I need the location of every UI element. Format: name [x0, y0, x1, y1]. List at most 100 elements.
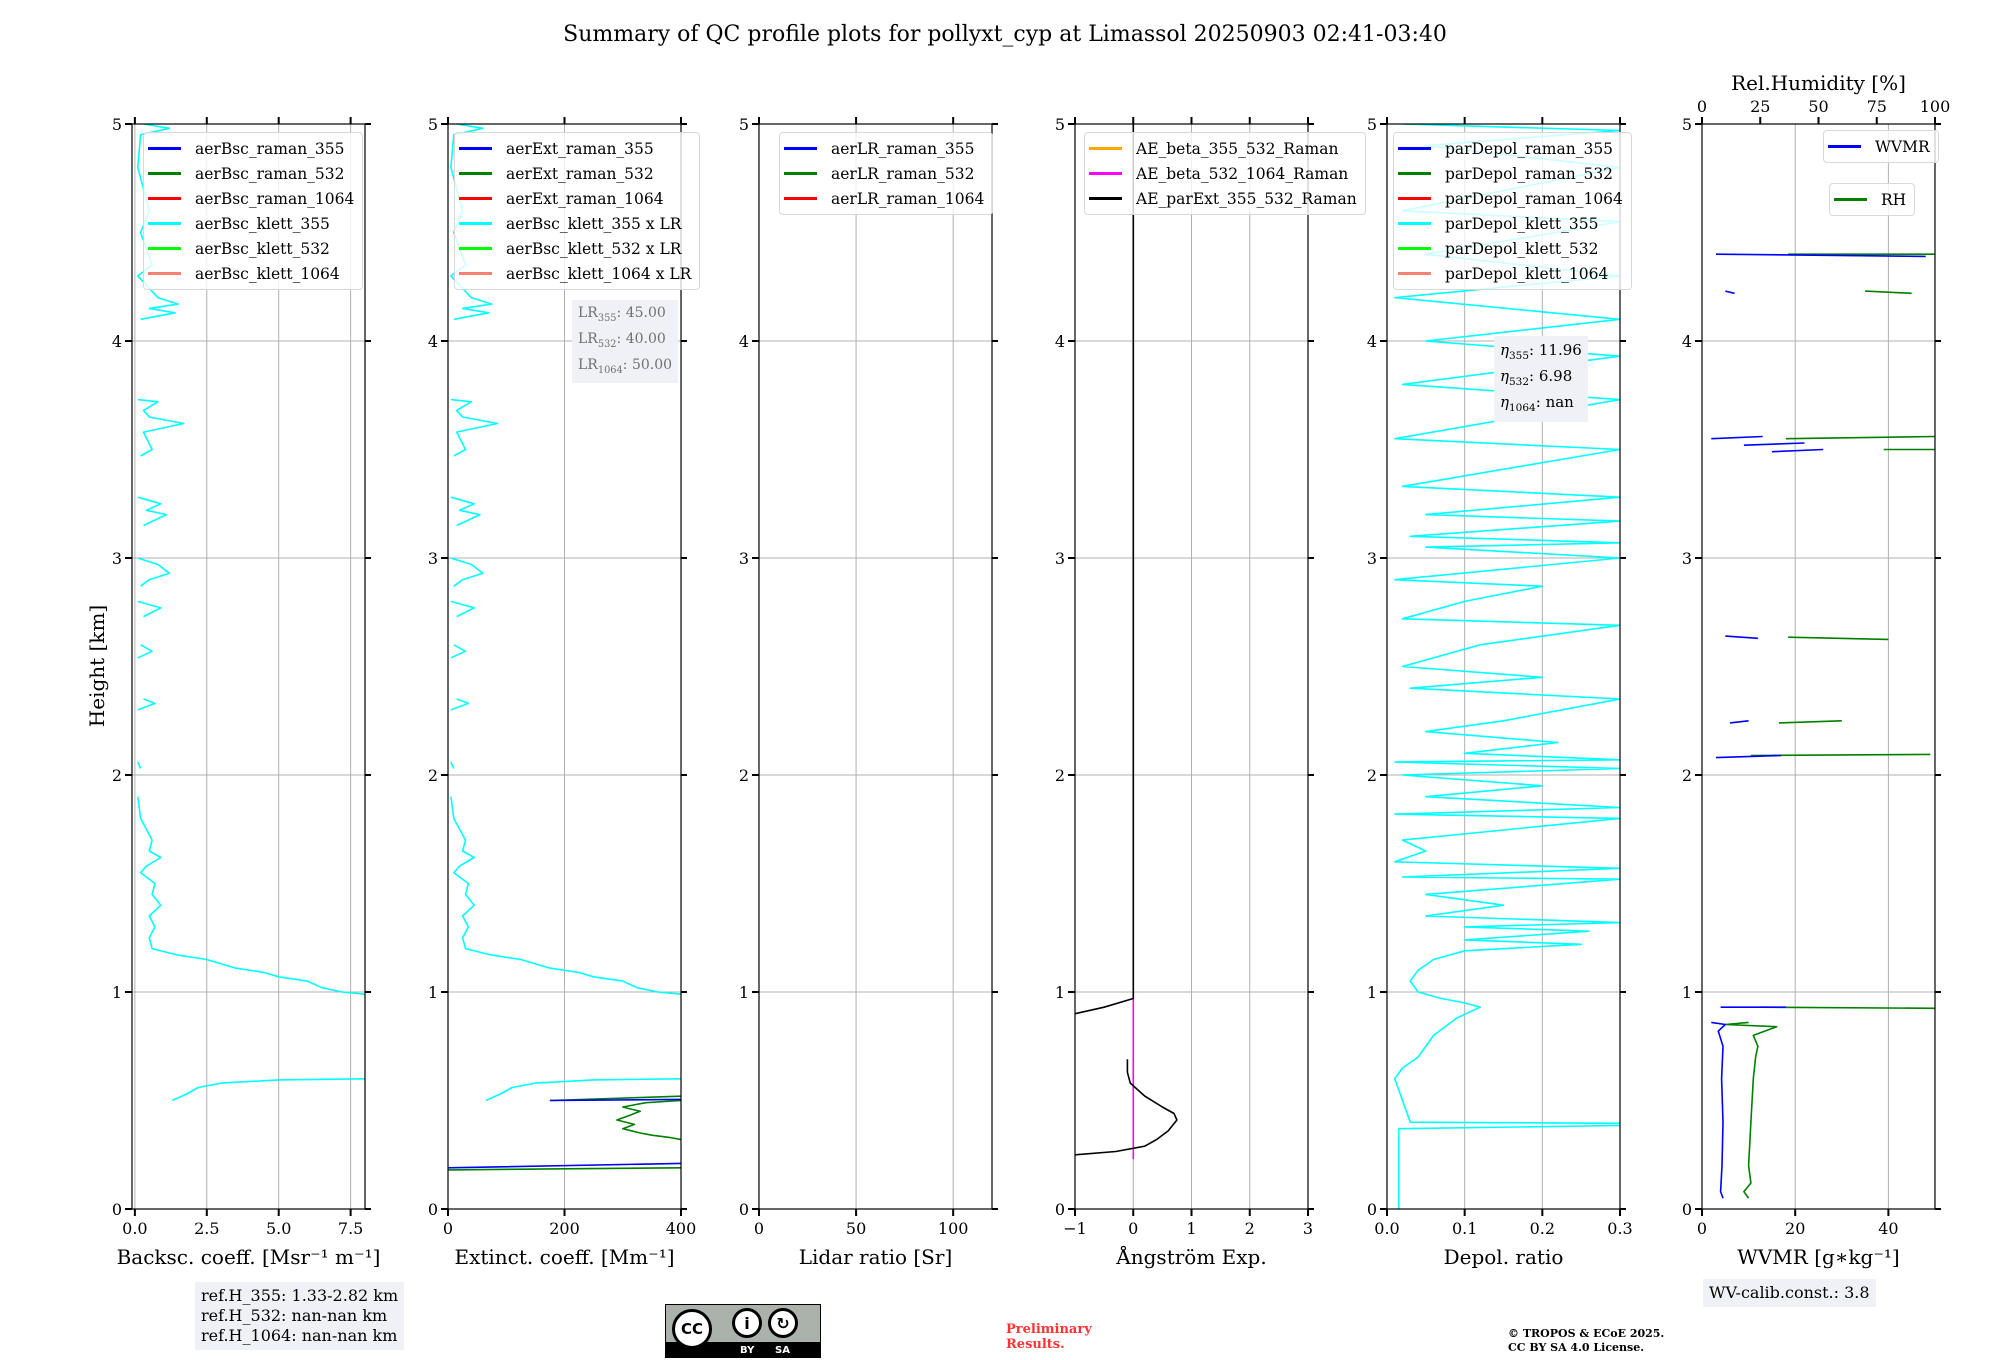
series-aerExt_raman_355 — [448, 1098, 681, 1169]
x-tick-label: 0 — [1697, 1219, 1707, 1238]
legend-label: parDepol_raman_1064 — [1445, 189, 1623, 208]
ref-height-1064: ref.H_1064: nan-nan km — [201, 1326, 398, 1345]
x-axis-label: Depol. ratio — [1444, 1245, 1564, 1269]
x-tick-label: 50 — [846, 1219, 866, 1238]
x-tick-label: 2 — [1245, 1219, 1255, 1238]
y-tick-label: 4 — [1367, 332, 1377, 351]
legend-entry: RH — [1834, 187, 1906, 212]
legend-line-swatch — [1089, 197, 1122, 200]
y-tick-label: 3 — [428, 549, 438, 568]
legend-entry: AE_parExt_355_532_Raman — [1089, 186, 1357, 211]
legend-entry: aerBsc_raman_1064 — [148, 186, 354, 211]
legend-label: parDepol_klett_1064 — [1445, 264, 1609, 283]
x-axis-label: Backsc. coeff. [Msr⁻¹ m⁻¹] — [117, 1245, 381, 1269]
y-tick-label: 1 — [739, 983, 749, 1002]
x-tick-label: −1 — [1063, 1219, 1087, 1238]
legend-entry: aerBsc_klett_355 x LR — [459, 211, 691, 236]
legend-panel-1: aerBsc_raman_355 aerBsc_raman_532 aerBsc_r… — [143, 132, 364, 290]
y-tick-label: 5 — [112, 115, 122, 134]
legend-entry: aerExt_raman_355 — [459, 136, 691, 161]
legend-label: aerBsc_raman_355 — [195, 139, 345, 158]
legend-label: aerBsc_raman_532 — [195, 164, 345, 183]
copyright-note: © TROPOS & ECoE 2025. CC BY SA 4.0 Licens… — [1508, 1327, 1665, 1354]
legend-line-swatch — [148, 247, 181, 250]
legend-line-swatch — [148, 222, 181, 225]
legend-label: AE_beta_355_532_Raman — [1136, 139, 1339, 158]
y-tick-label: 4 — [739, 332, 749, 351]
lidar-ratio-1064: LR1064: 50.00 — [578, 356, 673, 376]
legend-line-swatch — [1089, 172, 1122, 175]
series-AE_parExt_355_532_Raman — [1075, 124, 1178, 1156]
top-x-tick-label: 50 — [1808, 97, 1828, 116]
x-axis-label: Ångström Exp. — [1115, 1244, 1266, 1269]
y-tick-label: 0 — [428, 1200, 438, 1219]
series-group — [1711, 253, 1935, 1199]
legend-line-swatch — [148, 197, 181, 200]
legend-label: aerExt_raman_1064 — [506, 189, 664, 208]
lidar-ratio-532: LR532: 40.00 — [578, 330, 666, 350]
legend-line-swatch — [1398, 172, 1431, 175]
y-tick-label: 3 — [1682, 549, 1692, 568]
y-tick-label: 4 — [1682, 332, 1692, 351]
lidar-ratio-355: LR355: 45.00 — [578, 305, 666, 324]
panel-3: 0 50 100 0 1 2 3 4 5 Lidar ratio [Sr] — [739, 115, 998, 1269]
ref-height-532: ref.H_532: nan-nan km — [201, 1306, 388, 1325]
series-WVMR — [1711, 253, 1926, 1199]
legend-panel-2: aerExt_raman_355 aerExt_raman_532 aerExt_r… — [454, 132, 701, 290]
y-tick-label: 2 — [112, 766, 122, 785]
series-RH — [1724, 253, 1935, 1199]
x-tick-label: 0 — [443, 1219, 453, 1238]
y-tick-label: 1 — [1055, 983, 1065, 1002]
legend-panel-4: AE_beta_355_532_Raman AE_beta_532_1064_Ra… — [1084, 132, 1366, 215]
y-tick-label: 2 — [428, 766, 438, 785]
legend-line-swatch — [784, 147, 817, 150]
legend-wvmr: WVMR — [1823, 130, 1939, 163]
preliminary-note: Preliminary Results. — [1006, 1322, 1092, 1352]
legend-line-swatch — [1398, 222, 1431, 225]
y-tick-label: 1 — [1682, 983, 1692, 1002]
legend-entry: aerExt_raman_1064 — [459, 186, 691, 211]
y-tick-label: 1 — [112, 983, 122, 1002]
legend-line-swatch — [1398, 247, 1431, 250]
y-tick-label: 0 — [1367, 1200, 1377, 1219]
legend-label: aerBsc_klett_355 — [195, 214, 330, 233]
legend-label: aerLR_raman_532 — [831, 164, 975, 183]
x-tick-label: 20 — [1785, 1219, 1805, 1238]
legend-line-swatch — [148, 172, 181, 175]
legend-label: aerBsc_klett_1064 — [195, 264, 340, 283]
top-axis-label: Rel.Humidity [%] — [1731, 71, 1906, 95]
legend-line-swatch — [459, 197, 492, 200]
cc-icon: CC — [672, 1309, 712, 1349]
legend-line-swatch — [1398, 197, 1431, 200]
legend-entry: aerLR_raman_355 — [784, 136, 984, 161]
y-tick-label: 5 — [1055, 115, 1065, 134]
axes-frame — [1386, 123, 1621, 1210]
legend-entry: parDepol_klett_355 — [1398, 211, 1623, 236]
legend-label: AE_beta_532_1064_Raman — [1136, 164, 1349, 183]
axes-frame — [758, 123, 993, 1210]
legend-label: aerLR_raman_355 — [831, 139, 975, 158]
legend-entry: aerBsc_klett_355 — [148, 211, 354, 236]
legend-line-swatch — [1828, 145, 1861, 148]
legend-label: aerExt_raman_355 — [506, 139, 654, 158]
legend-line-swatch — [459, 222, 492, 225]
legend-panel-3: aerLR_raman_355 aerLR_raman_532 aerLR_rama… — [779, 132, 994, 215]
legend-entry: aerBsc_klett_1064 — [148, 261, 354, 286]
wv-calib-box: WV-calib.const.: 3.8 — [1703, 1279, 1876, 1307]
legend-entry: aerLR_raman_1064 — [784, 186, 984, 211]
panel-5: 0.0 0.1 0.2 0.3 0 1 2 3 4 5 Depol. ratio — [1367, 115, 1633, 1269]
x-axis-label: Lidar ratio [Sr] — [799, 1245, 953, 1269]
person-icon: i — [732, 1308, 762, 1338]
y-tick-label: 4 — [428, 332, 438, 351]
y-tick-label: 4 — [112, 332, 122, 351]
y-tick-label: 1 — [428, 983, 438, 1002]
x-tick-label: 5.0 — [266, 1219, 291, 1238]
legend-line-swatch — [784, 197, 817, 200]
x-tick-label: 0.0 — [122, 1219, 147, 1238]
x-tick-label: 40 — [1878, 1219, 1898, 1238]
legend-line-swatch — [148, 147, 181, 150]
x-tick-label: 400 — [666, 1219, 697, 1238]
x-tick-label: 0 — [1128, 1219, 1138, 1238]
x-tick-label: 0.0 — [1374, 1219, 1399, 1238]
legend-line-swatch — [459, 247, 492, 250]
